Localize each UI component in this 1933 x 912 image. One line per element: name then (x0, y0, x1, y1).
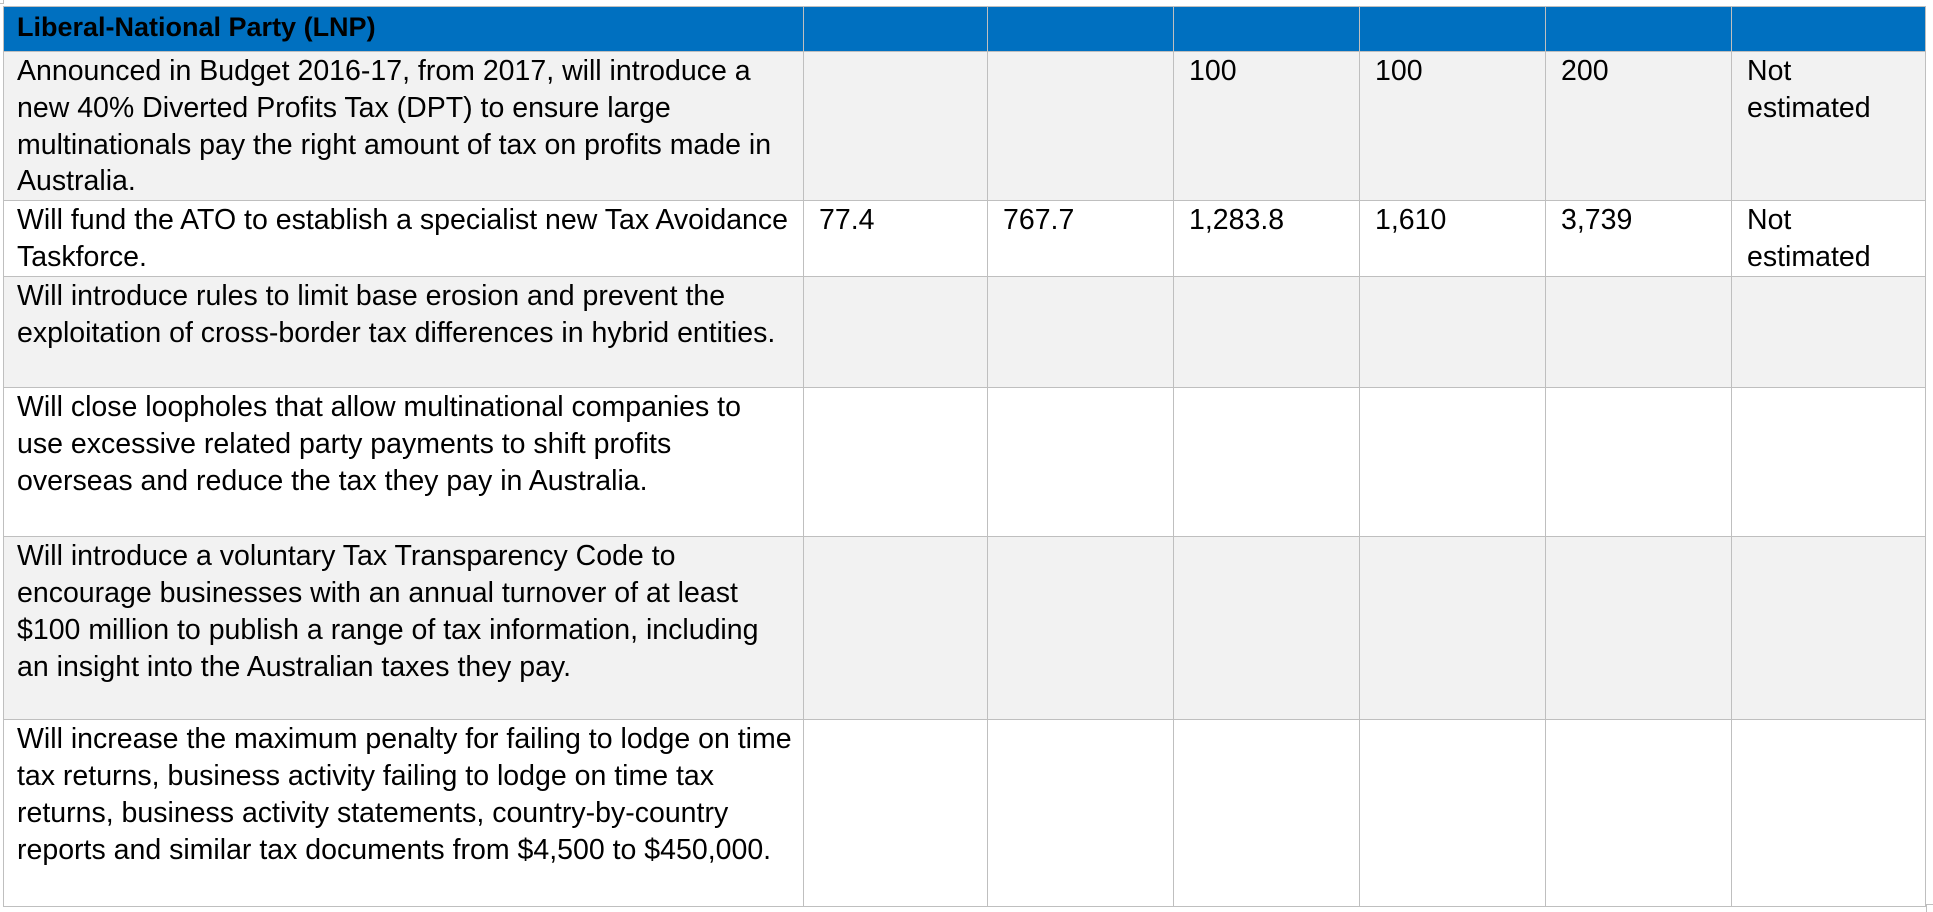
header-cell (1545, 6, 1732, 52)
value-cell (987, 276, 1174, 389)
value-cell (1359, 276, 1546, 389)
value-cell: 1,610 (1359, 200, 1546, 278)
value-cell (1545, 276, 1732, 389)
header-cell (1359, 6, 1546, 52)
section-header-title: Liberal-National Party (LNP) (3, 6, 804, 52)
header-cell (803, 6, 988, 52)
value-cell (1731, 536, 1926, 721)
value-cell (1731, 387, 1926, 538)
value-cell: 77.4 (803, 200, 988, 278)
table-row: Will increase the maximum penalty for fa… (3, 719, 1926, 908)
value-cell (1545, 536, 1732, 721)
value-cell (1545, 387, 1732, 538)
value-cell (1173, 276, 1360, 389)
value-cell (1173, 387, 1360, 538)
policy-description: Will increase the maximum penalty for fa… (3, 719, 804, 908)
value-cell: Not estimated (1731, 50, 1926, 202)
table-row: Announced in Budget 2016-17, from 2017, … (3, 50, 1926, 202)
value-cell (987, 387, 1174, 538)
value-cell: 3,739 (1545, 200, 1732, 278)
policy-description: Will fund the ATO to establish a special… (3, 200, 804, 278)
value-cell (803, 50, 988, 202)
lnp-policy-table: Liberal-National Party (LNP) Announced i… (3, 6, 1926, 908)
value-cell (1545, 719, 1732, 908)
value-cell: 100 (1359, 50, 1546, 202)
value-cell (1359, 536, 1546, 721)
value-cell (987, 719, 1174, 908)
value-cell (803, 536, 988, 721)
value-cell (803, 719, 988, 908)
policy-description: Will introduce rules to limit base erosi… (3, 276, 804, 389)
section-header-row: Liberal-National Party (LNP) (3, 6, 1926, 52)
header-cell (1731, 6, 1926, 52)
table-row: Will introduce rules to limit base erosi… (3, 276, 1926, 389)
value-cell (803, 276, 988, 389)
table-row: Will introduce a voluntary Tax Transpare… (3, 536, 1926, 721)
page-corner-mark (0, 0, 4, 4)
policy-description: Will introduce a voluntary Tax Transpare… (3, 536, 804, 721)
value-cell: 200 (1545, 50, 1732, 202)
value-cell: 1,283.8 (1173, 200, 1360, 278)
value-cell: Not estimated (1731, 200, 1926, 278)
policy-description: Will close loopholes that allow multinat… (3, 387, 804, 538)
table-row: Will close loopholes that allow multinat… (3, 387, 1926, 538)
value-cell (987, 50, 1174, 202)
value-cell (1359, 387, 1546, 538)
header-cell (987, 6, 1174, 52)
page-corner-mark (1926, 904, 1933, 912)
value-cell (1731, 276, 1926, 389)
value-cell (1359, 719, 1546, 908)
value-cell (987, 536, 1174, 721)
value-cell (1731, 719, 1926, 908)
header-cell (1173, 6, 1360, 52)
policy-description: Announced in Budget 2016-17, from 2017, … (3, 50, 804, 202)
value-cell (803, 387, 988, 538)
value-cell: 100 (1173, 50, 1360, 202)
value-cell (1173, 719, 1360, 908)
value-cell: 767.7 (987, 200, 1174, 278)
table-row: Will fund the ATO to establish a special… (3, 200, 1926, 278)
value-cell (1173, 536, 1360, 721)
